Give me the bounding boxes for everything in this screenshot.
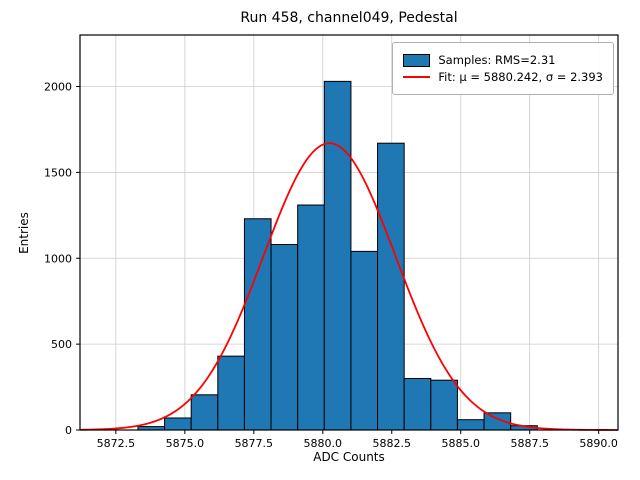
legend-label-fit: Fit: μ = 5880.242, σ = 2.393 [438, 70, 603, 84]
chart-title: Run 458, channel049, Pedestal [240, 10, 458, 26]
histogram-bar [456, 419, 485, 431]
legend-entry-fit: Fit: μ = 5880.242, σ = 2.393 [403, 70, 603, 84]
fit-line-swatch-icon [403, 76, 431, 78]
x-tick-label: 5880.0 [304, 437, 343, 450]
x-tick-label: 5875.0 [166, 437, 205, 450]
histogram-swatch-icon [403, 53, 431, 67]
histogram-bar [164, 417, 192, 431]
y-tick-label: 0 [65, 424, 72, 437]
gaussian-fit-curve [79, 142, 618, 431]
histogram-bar [430, 379, 458, 431]
legend-entry-samples: Samples: RMS=2.31 [403, 53, 603, 67]
axes-frame [79, 34, 619, 431]
x-tick-label: 5872.5 [97, 437, 136, 450]
x-tick-label: 5877.5 [235, 437, 274, 450]
y-tick-label: 2000 [44, 81, 72, 94]
histogram-bar [297, 204, 325, 431]
legend: Samples: RMS=2.31 Fit: μ = 5880.242, σ =… [392, 42, 614, 95]
legend-label-samples: Samples: RMS=2.31 [438, 53, 556, 67]
histogram-bar [350, 250, 379, 431]
y-axis-label: Entries [17, 212, 31, 254]
y-tick-label: 1000 [44, 252, 72, 265]
histogram-bar [190, 394, 219, 431]
y-tick-label: 500 [51, 338, 72, 351]
x-tick-label: 5890.0 [579, 437, 618, 450]
x-tick-label: 5887.5 [510, 437, 549, 450]
y-tick-label: 1500 [44, 166, 72, 179]
x-tick-label: 5882.5 [373, 437, 412, 450]
histogram-bar [243, 218, 272, 431]
histogram-bar [323, 80, 352, 431]
x-axis-label: ADC Counts [313, 450, 385, 464]
histogram-bar [377, 142, 405, 431]
x-tick-label: 5885.0 [441, 437, 480, 450]
histogram-bar [217, 355, 245, 431]
histogram-bar [403, 377, 432, 431]
histogram-bar [270, 244, 299, 431]
